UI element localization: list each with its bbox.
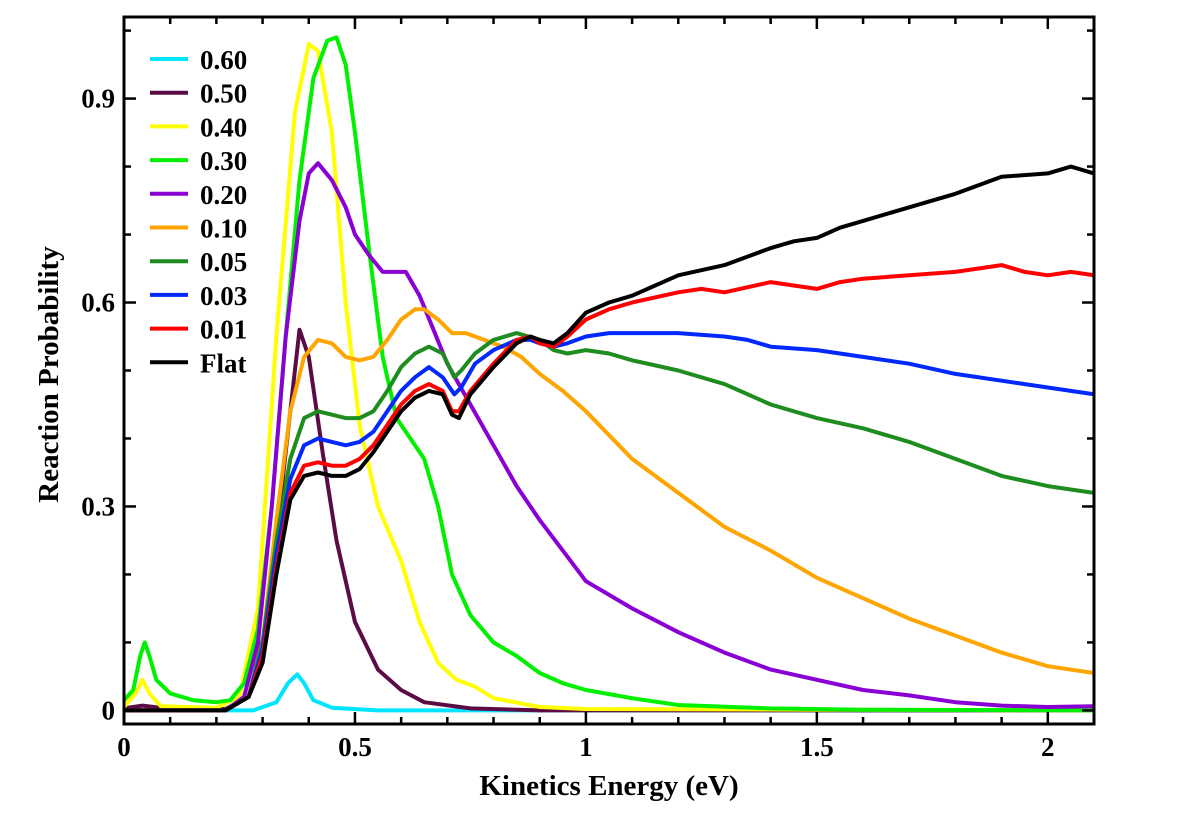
- x-tick-label: 0: [117, 732, 131, 762]
- legend-label: 0.03: [200, 281, 247, 311]
- legend-label: 0.40: [200, 112, 247, 142]
- tick-labels: 0 0.5 1 1.5 2 0 0.3 0.6 0.9: [81, 84, 1054, 762]
- y-tick-label: 0: [102, 695, 116, 725]
- legend-label: 0.05: [200, 247, 247, 277]
- series-line-6: [124, 331, 1094, 713]
- series-line-0: [124, 672, 1094, 713]
- series-line-9: [124, 164, 1094, 713]
- legend-label: 0.01: [200, 315, 247, 345]
- x-tick-label: 1: [579, 732, 593, 762]
- legend-label: Flat: [200, 348, 247, 378]
- x-axis-label: Kinetics Energy (eV): [479, 770, 738, 802]
- legend-label: 0.60: [200, 45, 247, 75]
- y-axis-label: Reaction Probability: [33, 246, 65, 503]
- x-tick-label: 1.5: [800, 732, 834, 762]
- x-tick-label: 0.5: [338, 732, 372, 762]
- y-tick-label: 0.3: [81, 491, 115, 521]
- x-tick-label: 2: [1041, 732, 1055, 762]
- legend-label: 0.10: [200, 214, 247, 244]
- series-lines: [124, 35, 1094, 713]
- series-line-4: [124, 161, 1094, 713]
- legend-label: 0.30: [200, 146, 247, 176]
- series-line-3: [124, 35, 1094, 713]
- y-tick-label: 0.6: [81, 288, 115, 318]
- series-line-8: [124, 263, 1094, 713]
- series-line-2: [124, 42, 1094, 713]
- legend-label: 0.20: [200, 180, 247, 210]
- y-tick-label: 0.9: [81, 84, 115, 114]
- axis-ticks: [122, 17, 1096, 724]
- legend-label: 0.50: [200, 79, 247, 109]
- series-line-7: [124, 331, 1094, 713]
- series-line-5: [124, 307, 1094, 713]
